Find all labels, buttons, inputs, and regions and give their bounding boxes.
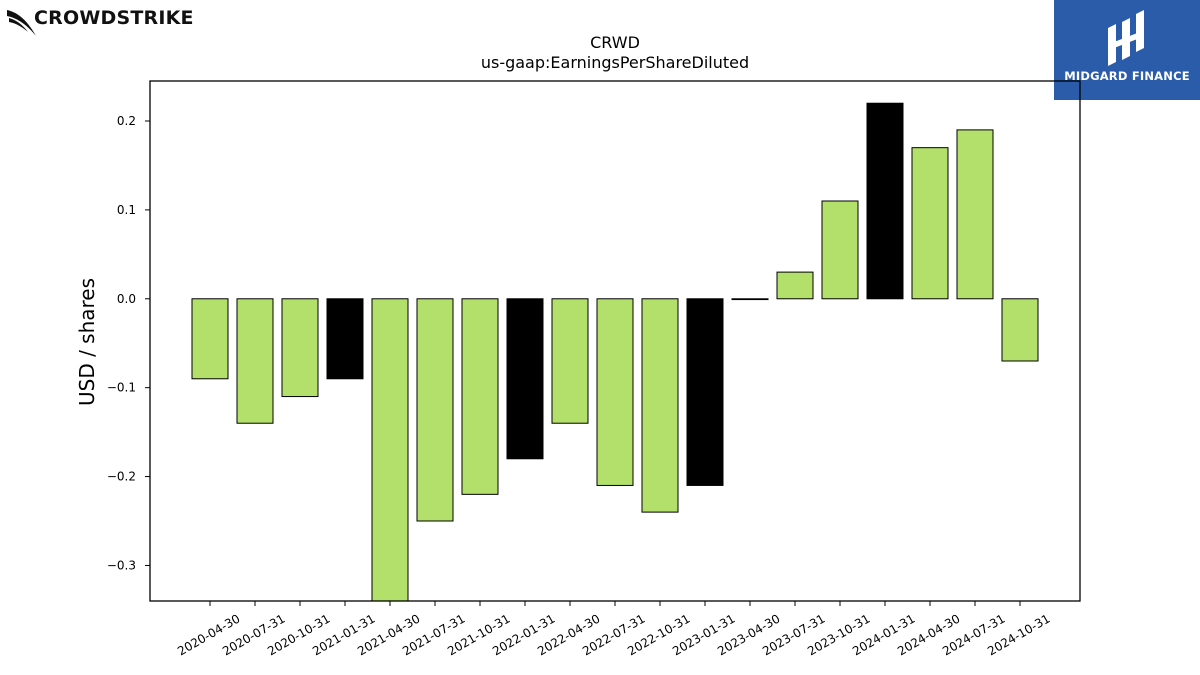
y-tick-label: 0.1 [117,203,136,217]
y-tick-label: 0.2 [117,114,136,128]
crowdstrike-logo-text: CROWDSTRIKE [34,7,194,29]
bar-2022-04-30 [551,298,589,424]
y-tick-label: −0.3 [107,558,136,572]
midgard-mark-icon [1108,10,1144,66]
bar-2023-10-31 [821,200,859,300]
bar-2024-01-31 [866,102,904,300]
bar-2024-04-30 [911,147,949,300]
bar-2020-07-31 [236,298,274,424]
y-tick-label: −0.2 [107,470,136,484]
bar-2023-01-31 [686,298,724,486]
chart-title: CRWD [590,33,640,52]
bar-2020-10-31 [281,298,319,398]
y-tick-label: 0.0 [117,292,136,306]
bar-2023-07-31 [776,271,814,300]
bar-2020-04-30 [191,298,229,380]
y-tick-label: −0.1 [107,381,136,395]
bar-2022-07-31 [596,298,634,486]
falcon-icon [7,10,36,36]
midgard-finance-logo: MIDGARD FINANCE [1054,0,1200,100]
bar-2021-10-31 [461,298,499,495]
bar-2021-01-31 [326,298,364,380]
bar-2022-01-31 [506,298,544,460]
crowdstrike-logo: CROWDSTRIKE [6,4,194,38]
bar-2021-04-30 [371,298,409,601]
bars-layer [191,102,1039,601]
bar-2021-07-31 [416,298,454,522]
bar-2024-10-31 [1001,298,1039,362]
midgard-finance-logo-text: MIDGARD FINANCE [1064,69,1190,83]
bar-2023-04-30 [731,298,769,301]
chart-subtitle: us-gaap:EarningsPerShareDiluted [481,53,749,72]
bar-2024-07-31 [956,129,994,300]
bar-2022-10-31 [641,298,679,513]
y-axis-label: USD / shares [75,278,99,406]
